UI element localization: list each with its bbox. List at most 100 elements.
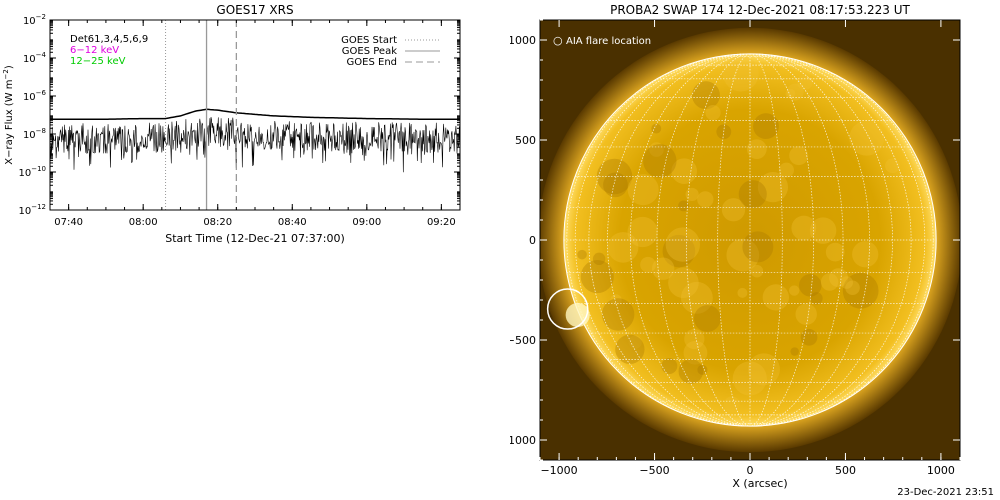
disk-texture — [685, 187, 699, 201]
timestamp: 23-Dec-2021 23:51 — [897, 487, 994, 498]
disk-texture — [692, 81, 720, 110]
longitude-line — [588, 53, 751, 427]
disk-texture — [683, 340, 708, 365]
y-tick-label: 1000 — [510, 34, 536, 47]
solar-image-title: PROBA2 SWAP 174 12-Dec-2021 08:17:53.223… — [610, 3, 910, 17]
longitude-line — [685, 53, 751, 427]
disk-texture — [651, 257, 675, 280]
longitude-line — [749, 53, 870, 427]
disk-texture — [577, 249, 587, 260]
disk-texture — [610, 294, 622, 306]
x-tick-label: 08:00 — [129, 217, 158, 228]
disk-texture — [662, 234, 696, 268]
disk-texture — [651, 123, 662, 134]
disk-texture — [628, 335, 642, 349]
aia-annotation: ○ AIA flare location — [553, 34, 651, 47]
disk-texture — [820, 273, 839, 291]
disk-texture — [684, 328, 705, 350]
y-tick-label: 10−2 — [23, 13, 46, 27]
disk-texture — [786, 83, 804, 101]
longitude-line — [630, 53, 751, 427]
detector-labels: Det61,3,4,5,6,9 6−12 keV 12−25 keV — [70, 34, 148, 67]
disk-texture — [825, 242, 845, 262]
disk-texture — [791, 215, 817, 241]
x-tick-label: 08:20 — [203, 217, 232, 228]
longitude-line — [749, 53, 783, 427]
disk-texture — [842, 272, 879, 309]
disk-texture — [643, 144, 677, 178]
disk-texture — [840, 276, 853, 289]
disk-texture — [580, 259, 614, 294]
disk-texture — [603, 172, 628, 198]
x-tick-label: −500 — [639, 464, 669, 477]
y-tick-label: 10−4 — [23, 51, 47, 65]
disk-texture — [810, 292, 823, 305]
legend-label-start: GOES Start — [341, 35, 397, 46]
disk-texture — [726, 238, 760, 272]
disk-texture — [849, 120, 885, 156]
y-tick-label: 10−8 — [23, 127, 46, 141]
disk-texture — [747, 353, 780, 386]
longitude-line — [574, 53, 751, 427]
aia-annotation-symbol: ○ — [553, 34, 563, 47]
disk-texture — [797, 74, 813, 90]
disk-texture — [790, 347, 799, 356]
flux-series-short — [49, 116, 461, 173]
legend-label-peak: GOES Peak — [342, 46, 397, 57]
longitude-line — [717, 53, 751, 427]
disk-texture — [601, 298, 635, 331]
disk-texture — [671, 158, 698, 185]
aia-flare-circle — [546, 288, 589, 330]
disk-texture — [649, 142, 664, 157]
y-tick-label: −1000 — [510, 434, 536, 447]
longitude-line — [749, 53, 815, 427]
energy-band-label: 6−12 keV — [70, 45, 119, 56]
solar-image-xlabel: X (arcsec) — [732, 477, 787, 490]
lightcurve-xlabel: Start Time (12-Dec-21 07:37:00) — [165, 232, 345, 245]
disk-texture — [753, 113, 779, 140]
disk-texture — [746, 139, 767, 160]
disk-texture — [615, 334, 645, 364]
disk-texture — [798, 274, 822, 297]
goes-xrs-lightcurve: GOES17 XRS X−ray Flux (W m−2) Start Time… — [2, 3, 461, 245]
disk-texture — [697, 364, 708, 375]
lightcurve-series — [49, 108, 461, 173]
aia-annotation-label: AIA flare location — [566, 36, 651, 47]
longitude-line — [656, 53, 751, 427]
disk-texture — [640, 256, 656, 273]
x-tick-label: 500 — [835, 464, 856, 477]
swap-solar-image: PROBA2 SWAP 174 12-Dec-2021 08:17:53.223… — [510, 3, 961, 490]
disk-texture — [800, 328, 818, 346]
disk-texture — [809, 217, 837, 244]
longitude-line — [749, 53, 926, 427]
disk-texture — [885, 158, 900, 174]
disk-texture — [705, 105, 721, 121]
longitude-line — [749, 53, 912, 427]
disk-texture — [852, 241, 879, 268]
disk-texture — [750, 264, 764, 278]
disk-texture — [678, 359, 704, 384]
y-tick-label: 10−10 — [18, 165, 46, 179]
x-tick-label: 07:40 — [54, 217, 83, 228]
x-tick-label: 1000 — [927, 464, 955, 477]
energy-band-label: 12−25 keV — [70, 56, 126, 67]
longitude-line — [749, 53, 844, 427]
disk-texture — [785, 88, 796, 99]
disk-texture — [778, 162, 794, 178]
solar-image-axes: −1000 −500 0 500 1000 1000 500 0 −500 −1000 — [510, 19, 961, 477]
disk-texture — [627, 216, 658, 248]
x-tick-label: 08:40 — [278, 217, 307, 228]
disk-texture — [678, 200, 689, 212]
y-tick-label: 10−6 — [23, 89, 47, 103]
disk-texture — [627, 174, 659, 206]
y-tick-label: 0 — [529, 234, 536, 247]
disk-texture — [723, 396, 740, 413]
x-tick-label: −1000 — [540, 464, 577, 477]
disk-texture — [668, 267, 699, 299]
y-tick-label: 500 — [515, 134, 536, 147]
sun-body — [540, 27, 960, 453]
longitude-line — [749, 53, 893, 427]
y-tick-label: 10−12 — [18, 203, 46, 217]
y-tick-label: −500 — [510, 334, 536, 347]
disk-texture — [721, 198, 746, 222]
